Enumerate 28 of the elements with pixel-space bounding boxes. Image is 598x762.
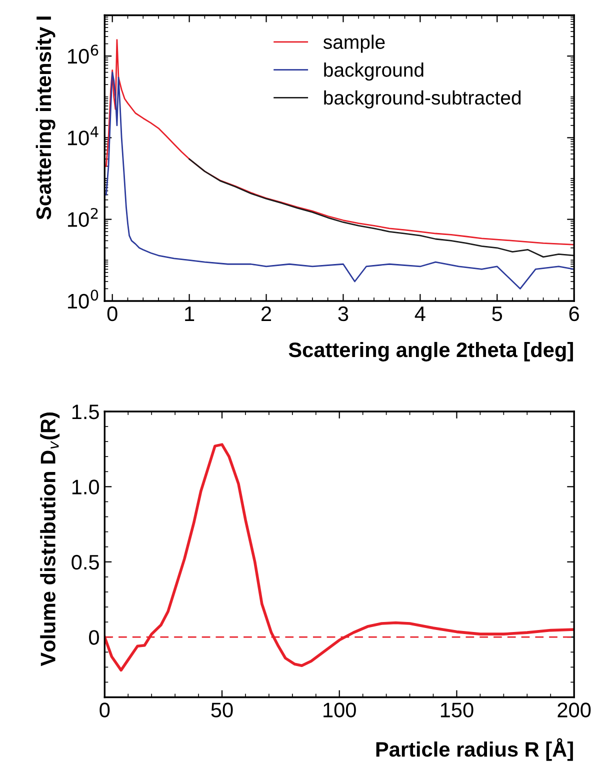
legend-label: background xyxy=(324,62,424,81)
x-tick-label: 1 xyxy=(185,306,194,321)
y-tick-label: 1.0 xyxy=(72,480,99,494)
y-tick-label: 1.5 xyxy=(72,404,99,420)
legend-label: sample xyxy=(323,34,385,53)
legend-label: background-subtracted xyxy=(324,90,521,109)
x-axis-title: Scattering angle 2theta [deg] xyxy=(288,342,573,362)
x-tick-label: 50 xyxy=(211,702,233,718)
y-tick-label: 0.5 xyxy=(72,554,99,570)
y-axis-title: Volume distribution D$_{v}$(R) xyxy=(40,412,60,666)
x-tick-label: 6 xyxy=(569,306,579,322)
x-tick-label: 100 xyxy=(324,702,356,718)
y-tick-label: 10$^{2}$ xyxy=(68,208,98,227)
line-series xyxy=(188,158,574,258)
x-tick-label: 3 xyxy=(338,306,348,322)
x-tick-label: 5 xyxy=(492,306,502,322)
x-tick-label: 4 xyxy=(414,306,426,321)
y-tick-label: 0 xyxy=(89,630,99,645)
x-tick-label: 0 xyxy=(107,306,118,322)
y-tick-label: 10$^{4}$ xyxy=(68,126,98,146)
x-tick-label: 200 xyxy=(558,702,591,718)
x-tick-label: 150 xyxy=(440,702,474,718)
x-axis-title: Particle radius R [Å] xyxy=(376,738,573,761)
y-tick-label: 10$^{6}$ xyxy=(68,44,98,64)
x-tick-label: 2 xyxy=(262,306,272,321)
y-tick-label: 10$^{0}$ xyxy=(68,290,98,309)
y-axis-title: Scattering intensity I xyxy=(36,16,56,220)
x-tick-label: 0 xyxy=(100,702,110,718)
